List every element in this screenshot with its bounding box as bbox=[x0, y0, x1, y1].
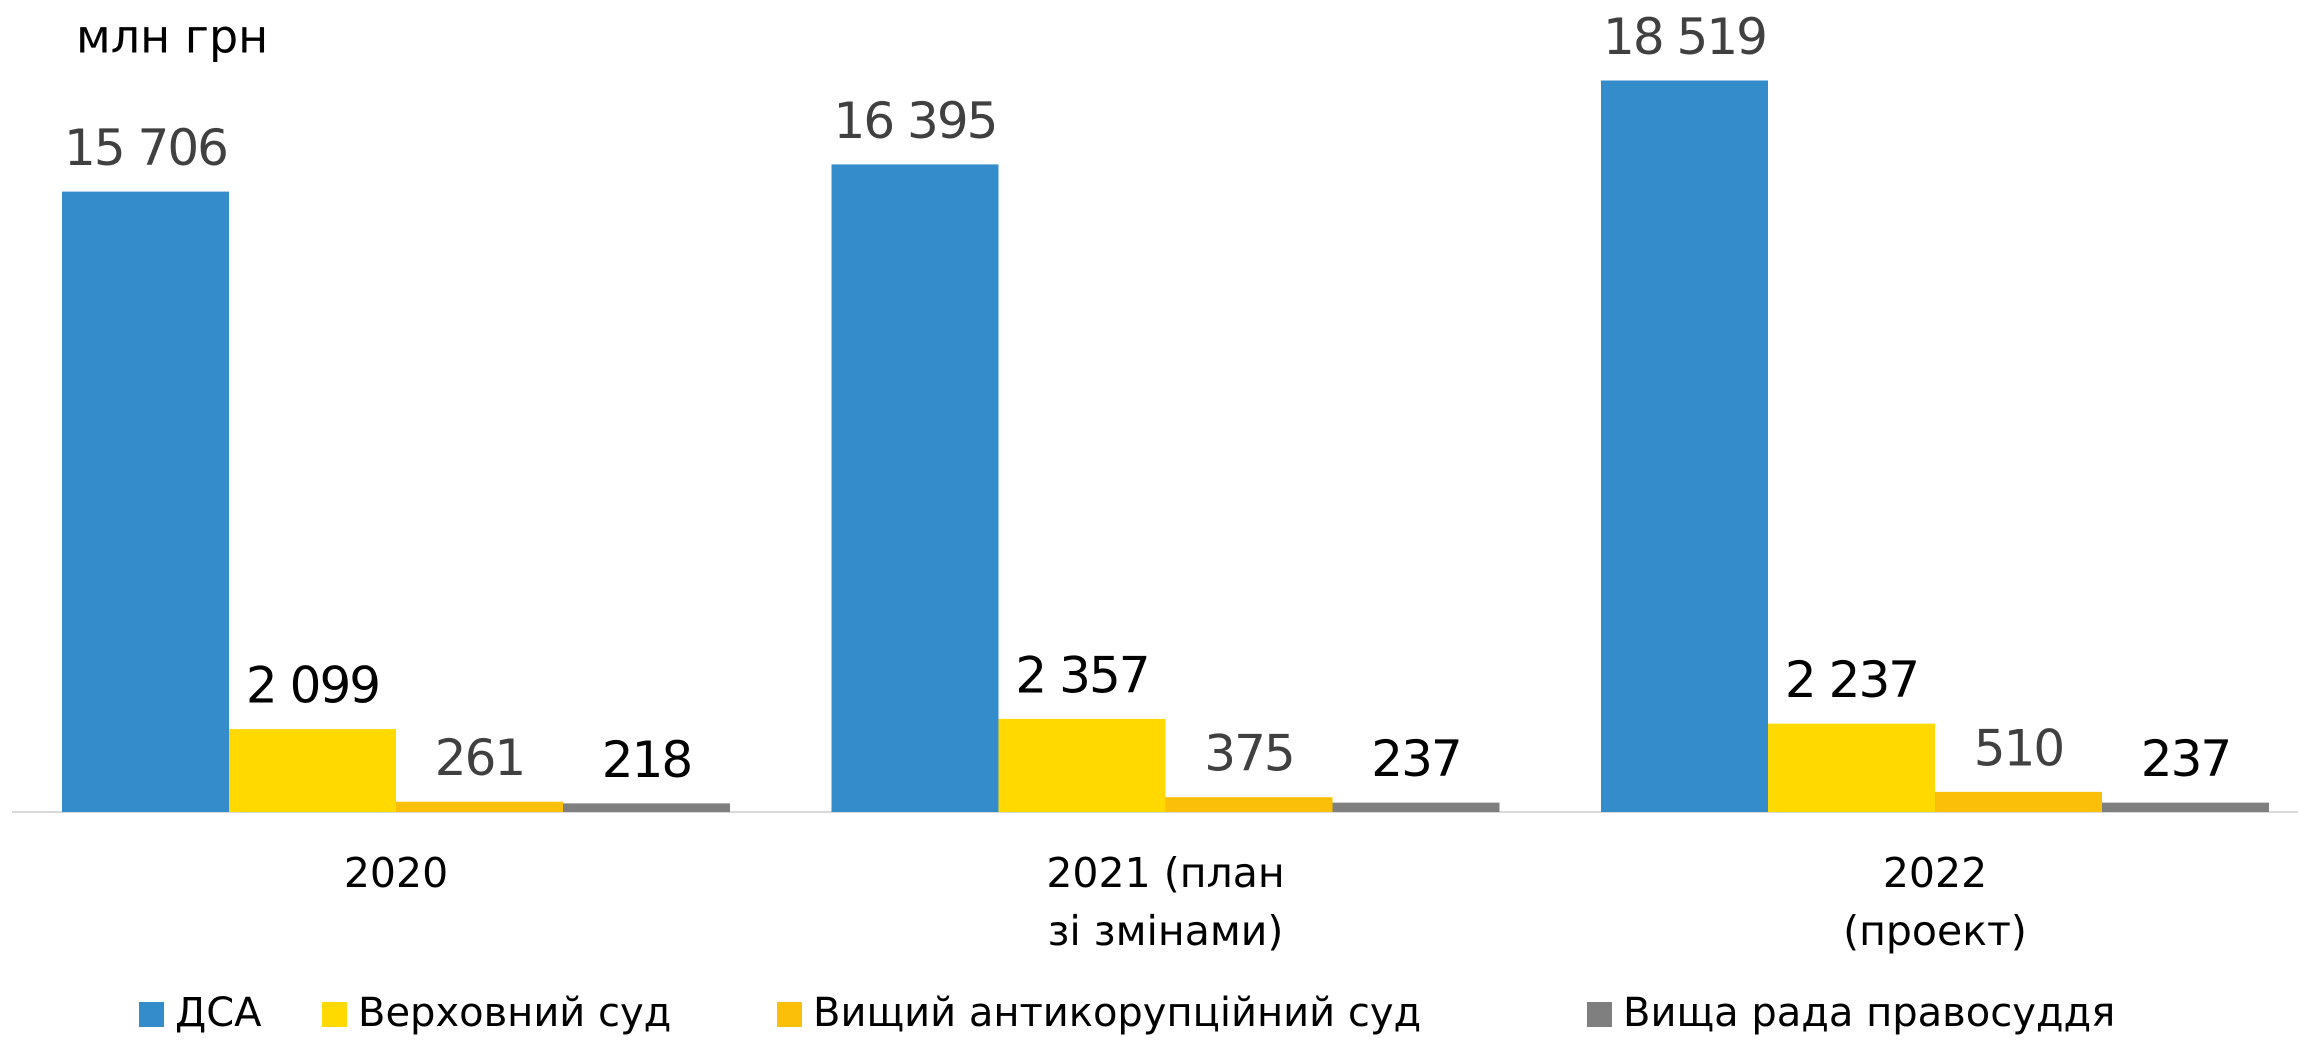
legend-swatch bbox=[139, 1002, 164, 1027]
x-tick-label: 2021 (план зі змінами) bbox=[1046, 849, 1284, 955]
x-tick-label: 2020 bbox=[344, 849, 448, 897]
bar bbox=[1165, 797, 1333, 812]
legend-swatch bbox=[777, 1002, 802, 1027]
x-tick-label: 2022 (проект) bbox=[1843, 849, 2027, 955]
data-label: 2 237 bbox=[1785, 651, 1918, 709]
bar bbox=[229, 729, 396, 812]
data-label: 18 519 bbox=[1603, 8, 1766, 66]
data-label: 16 395 bbox=[834, 92, 997, 150]
bar bbox=[1332, 802, 1500, 812]
data-label: 375 bbox=[1204, 725, 1293, 783]
legend-label: ДСА bbox=[175, 990, 262, 1036]
data-label: 510 bbox=[1974, 719, 2063, 777]
bar bbox=[396, 801, 563, 812]
legend-label: Вищий антикорупційний суд bbox=[813, 990, 1421, 1036]
data-label: 15 706 bbox=[64, 119, 227, 177]
data-label: 2 099 bbox=[246, 657, 379, 715]
bar bbox=[2102, 802, 2269, 812]
legend-label: Верховний суд bbox=[358, 990, 671, 1036]
bar bbox=[1935, 791, 2102, 812]
data-label: 261 bbox=[435, 729, 524, 787]
unit-label: млн грн bbox=[76, 10, 268, 64]
bar bbox=[831, 164, 999, 812]
bar bbox=[998, 718, 1166, 812]
bar bbox=[1768, 723, 1935, 812]
bar bbox=[1601, 80, 1768, 812]
bar bbox=[62, 191, 229, 812]
legend-swatch bbox=[1587, 1002, 1612, 1027]
legend-label: Вища рада правосуддя bbox=[1623, 990, 2115, 1036]
data-label: 237 bbox=[2141, 730, 2230, 788]
data-label: 2 357 bbox=[1015, 646, 1148, 704]
data-label: 218 bbox=[602, 731, 691, 789]
data-label: 237 bbox=[1371, 730, 1460, 788]
bar bbox=[563, 803, 730, 812]
legend-swatch bbox=[322, 1002, 347, 1027]
